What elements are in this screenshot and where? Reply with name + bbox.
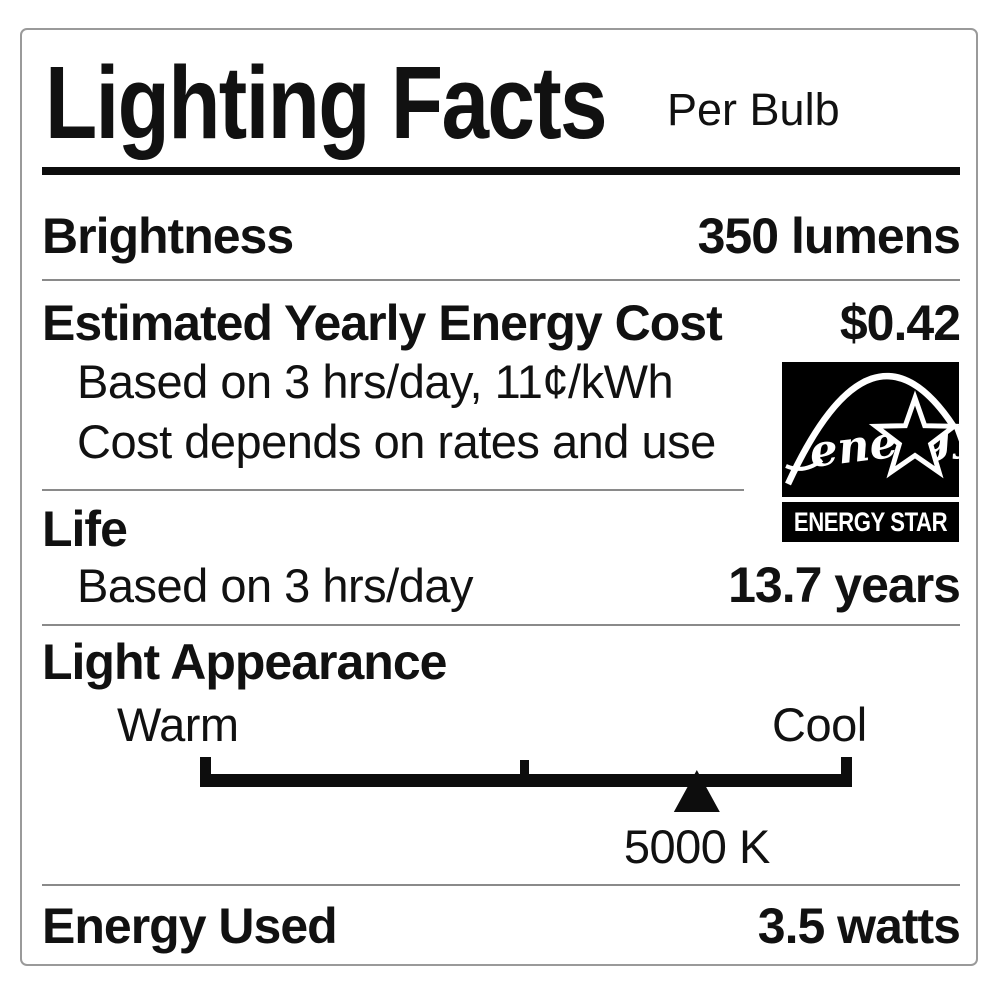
life-row: Based on 3 hrs/day 13.7 years xyxy=(42,557,961,613)
scale-right-endcap xyxy=(841,757,852,787)
scale-left-endcap xyxy=(200,757,211,787)
energy-star-logo: energy xyxy=(782,362,983,497)
energy-star-mark-icon: energy xyxy=(785,372,983,486)
energy-used-row: Energy Used 3.5 watts xyxy=(42,898,961,954)
energy-cost-value: $0.42 xyxy=(839,295,961,351)
lighting-facts-label: Lighting Facts Per Bulb Brightness 350 l… xyxy=(20,28,983,966)
energy-cost-note-2: Cost depends on rates and use xyxy=(77,415,716,468)
divider xyxy=(42,489,744,491)
light-appearance-label: Light Appearance xyxy=(42,634,447,690)
brightness-value: 350 lumens xyxy=(697,208,961,264)
cool-label: Cool xyxy=(772,698,867,751)
energy-cost-label: Estimated Yearly Energy Cost xyxy=(42,295,723,351)
label-title: Lighting Facts xyxy=(45,45,608,160)
energy-used-label: Energy Used xyxy=(42,898,338,954)
brightness-label: Brightness xyxy=(42,208,294,264)
label-subtitle: Per Bulb xyxy=(667,84,840,135)
brightness-row: Brightness 350 lumens xyxy=(42,208,961,264)
divider xyxy=(42,624,960,626)
energy-used-value: 3.5 watts xyxy=(757,898,961,954)
divider xyxy=(42,884,960,886)
kelvin-value: 5000 K xyxy=(623,820,770,873)
life-note: Based on 3 hrs/day xyxy=(77,559,474,612)
energy-star-caption-text: ENERGY STAR xyxy=(793,506,948,537)
scale-mid-tick xyxy=(520,760,529,787)
life-label: Life xyxy=(42,501,128,557)
divider xyxy=(42,279,960,281)
energy-star-caption: ENERGY STAR xyxy=(782,502,959,542)
scale-marker-triangle xyxy=(673,770,720,812)
energy-cost-note-1: Based on 3 hrs/day, 11¢/kWh xyxy=(77,355,674,408)
kelvin-scale xyxy=(42,757,960,832)
warm-label: Warm xyxy=(117,698,239,751)
title-rule xyxy=(42,167,960,175)
energy-cost-row: Estimated Yearly Energy Cost $0.42 xyxy=(42,295,961,351)
life-value: 13.7 years xyxy=(728,557,961,613)
